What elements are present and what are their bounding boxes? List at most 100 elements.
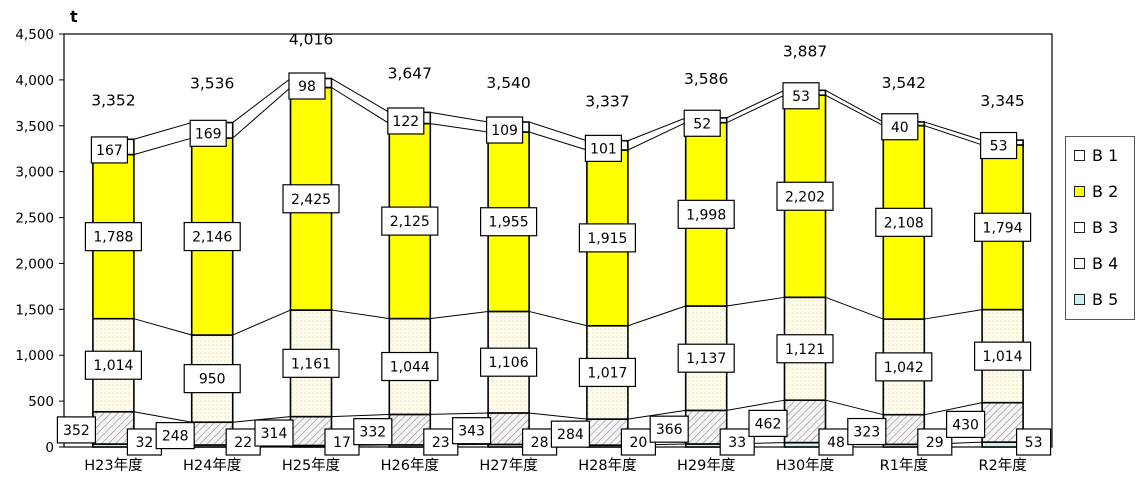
series-connector-line [430,123,489,133]
data-label-b3-box [84,350,143,380]
data-label-b2-box [875,207,933,237]
data-label-b2: 1,794 [983,220,1023,236]
y-tick-label: 1,000 [15,348,54,364]
chart-legend: B 1 B 2 B 3 B 4 B 5 [1065,136,1135,320]
data-label-b1-box [782,82,820,110]
series-connector-line [726,94,785,124]
data-label-b4-box [847,417,887,446]
series-connector-line [430,111,489,123]
data-label-b2-box [578,223,637,253]
data-label-b4-box [254,419,294,447]
data-label-b3-box [381,351,439,382]
data-label-b1: 52 [693,116,711,132]
series-connector-line [232,78,291,123]
series-connector-line [627,409,686,420]
data-label-b2: 1,955 [489,215,529,231]
data-label-b3-box [480,347,538,377]
series-connector-line [924,309,983,320]
series-connector-line [133,122,192,140]
total-label: 3,540 [486,74,530,92]
series-connector-line [133,137,192,156]
data-label-b4-box [748,409,788,437]
y-tick-label: 3,500 [15,119,54,135]
data-label-b1: 109 [491,123,518,139]
data-label-b3: 1,017 [587,365,627,381]
series-connector-line [627,117,686,142]
data-label-b3: 1,161 [291,356,331,372]
legend-swatch-b2 [1074,185,1085,197]
data-label-b4: 352 [63,423,90,439]
data-label-b4: 284 [557,427,584,443]
data-label-b2-box [183,221,241,252]
series-connector-line [430,412,489,415]
data-label-b4: 343 [458,424,485,440]
series-connector-line [924,125,983,146]
series-connector-line [528,121,588,142]
data-label-b2-box [282,184,340,214]
data-label-b5: 53 [1025,435,1043,451]
data-label-b1-box [189,119,227,147]
data-label-b2: 1,998 [686,207,726,223]
series-connector-line [726,399,785,411]
x-tick-label: H29年度 [677,457,735,474]
x-tick-label: H27年度 [479,457,537,474]
data-label-b3-box [875,352,933,382]
data-label-b4-box [452,417,492,445]
data-label-b5: 33 [728,435,746,451]
series-connector-line [331,87,390,124]
data-label-b3-box [973,341,1032,371]
data-label-b1-box [486,116,524,144]
legend-label-b3: B 3 [1092,217,1119,237]
data-label-b5: 32 [135,435,153,451]
data-label-b1-box [584,134,623,162]
data-label-b4: 248 [162,429,189,445]
data-label-b1-box [683,109,721,137]
data-label-b4-box [353,418,393,446]
data-label-b4-box [155,422,195,450]
y-tick-label: 500 [28,394,54,410]
series-connector-line [627,122,686,151]
data-label-b4: 332 [359,425,386,441]
data-label-b3: 1,042 [884,360,924,376]
series-connector-line [232,416,291,423]
data-label-b5: 28 [531,435,549,451]
data-label-b2: 2,125 [390,214,430,230]
y-tick-label: 0 [45,440,54,456]
series-connector-line [529,412,587,420]
series-connector-line [825,89,884,123]
data-label-b1: 101 [590,141,617,157]
x-tick-label: R2年度 [978,457,1026,474]
y-tick-label: 2,500 [15,211,54,227]
data-label-b1: 53 [792,89,810,105]
y-tick-label: 4,500 [15,27,54,43]
data-label-b1: 122 [392,114,419,130]
data-label-b2: 1,788 [93,230,133,246]
series-connector-line [430,310,489,320]
legend-entry-b5: B 5 [1074,289,1118,309]
series-connector-line [825,296,884,320]
data-label-b4: 430 [952,417,979,433]
series-connector-line [331,309,390,320]
data-label-b3: 1,014 [983,349,1023,365]
total-label: 3,887 [783,42,827,60]
legend-label-b1: B 1 [1092,145,1119,165]
data-label-b3-box [183,364,241,394]
series-connector-line [924,402,983,416]
data-label-b2: 2,425 [291,192,331,208]
total-label: 3,647 [388,64,432,82]
data-label-b4: 314 [261,426,288,442]
data-label-b2-box [776,181,834,211]
series-connector-line [232,309,291,336]
data-label-b3: 950 [199,372,226,388]
y-tick-label: 1,500 [15,302,54,318]
total-label: 3,352 [91,91,135,109]
series-connector-line [627,305,686,327]
data-label-b2-box [381,206,439,236]
series-connector-line [726,296,785,307]
legend-swatch-b5 [1074,293,1085,305]
legend-swatch-b4 [1074,257,1085,269]
legend-label-b4: B 4 [1092,253,1119,273]
data-label-b4: 323 [853,425,880,441]
data-label-b5: 22 [234,435,252,451]
